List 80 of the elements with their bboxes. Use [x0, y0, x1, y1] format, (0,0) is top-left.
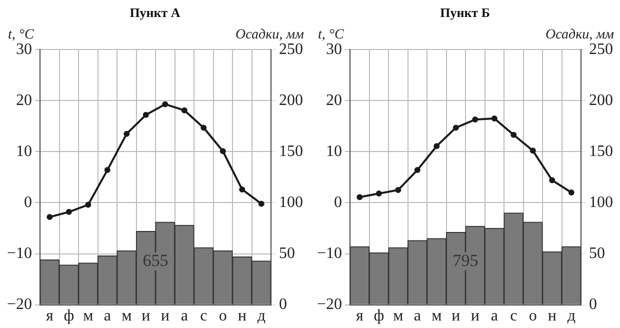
y2-tick-label: 100 — [279, 194, 303, 211]
point — [85, 202, 92, 208]
x-tick-label: и — [470, 308, 480, 325]
x-tick-label: м — [122, 308, 132, 325]
y-tick-label: 10 — [326, 142, 342, 160]
x-tick-label: я — [46, 308, 54, 325]
point — [239, 186, 246, 192]
x-tick-label: д — [257, 308, 266, 325]
x-tick-label: д — [567, 308, 576, 325]
point — [258, 200, 264, 207]
x-tick-label: а — [414, 308, 421, 325]
x-tick-label: и — [142, 308, 151, 325]
annotation: 655 — [142, 250, 168, 270]
point — [549, 177, 556, 184]
point — [414, 167, 420, 174]
x-tick-label: а — [104, 308, 111, 325]
y-tick-label: −20 — [316, 296, 342, 314]
x-tick-label: н — [548, 308, 557, 325]
point — [568, 190, 574, 196]
y2-tick-label: 200 — [589, 92, 613, 109]
y-axis-title: t, °C — [318, 27, 344, 42]
point — [356, 194, 363, 200]
x-tick-label: и — [160, 308, 170, 325]
y-tick-label: −10 — [6, 244, 32, 262]
x-tick-label: ф — [374, 308, 384, 325]
x-tick-label: с — [510, 308, 518, 325]
y-tick-label: 20 — [16, 92, 32, 109]
point — [142, 112, 149, 118]
y2-tick-label: 150 — [589, 142, 613, 160]
x-tick-label: я — [356, 308, 364, 325]
y-tick-label: 30 — [326, 40, 342, 58]
y-tick-label: 10 — [16, 142, 32, 160]
point — [46, 214, 53, 220]
y-tick-label: 0 — [24, 194, 32, 211]
x-tick-label: а — [490, 308, 498, 325]
y2-tick-label: 50 — [589, 244, 605, 262]
y2-tick-label: 250 — [279, 40, 303, 58]
point — [452, 124, 459, 131]
point — [434, 143, 440, 150]
x-tick-label: а — [180, 308, 188, 325]
y-tick-label: 0 — [334, 194, 342, 211]
y2-tick-label: 50 — [279, 244, 295, 262]
chart-title: Пункт Б — [440, 5, 490, 20]
point — [220, 148, 226, 154]
point — [395, 186, 402, 193]
point — [510, 132, 517, 138]
y2-axis-title: Осадки, мм — [236, 27, 304, 42]
y2-tick-label: 0 — [589, 296, 597, 314]
chart-title: Пункт А — [130, 5, 181, 20]
point — [181, 107, 188, 114]
y-tick-label: −10 — [316, 244, 342, 262]
point — [124, 130, 130, 137]
point — [530, 148, 536, 154]
y2-tick-label: 250 — [589, 40, 613, 58]
y2-tick-label: 100 — [589, 194, 613, 211]
x-tick-label: м — [83, 308, 94, 325]
x-tick-label: о — [528, 308, 537, 325]
x-tick-label: н — [238, 308, 247, 325]
y2-tick-label: 0 — [279, 296, 287, 314]
point — [200, 124, 207, 131]
x-tick-label: с — [200, 308, 208, 325]
y-tick-label: 20 — [326, 92, 342, 109]
x-tick-label: м — [393, 308, 404, 325]
point — [66, 208, 72, 215]
y-tick-label: 30 — [16, 40, 32, 58]
x-tick-label: о — [218, 308, 227, 325]
point — [376, 190, 382, 197]
x-tick-label: м — [432, 308, 442, 325]
y2-tick-label: 200 — [279, 92, 303, 109]
point — [472, 116, 478, 123]
point — [491, 116, 498, 122]
y-axis-title: t, °C — [8, 27, 34, 42]
x-tick-label: и — [452, 308, 461, 325]
point — [162, 101, 168, 108]
y2-tick-label: 150 — [279, 142, 303, 160]
annotation: 795 — [452, 250, 478, 270]
y-tick-label: −20 — [6, 296, 32, 314]
x-tick-label: ф — [64, 308, 74, 325]
point — [104, 167, 110, 174]
y2-axis-title: Осадки, мм — [546, 27, 614, 42]
